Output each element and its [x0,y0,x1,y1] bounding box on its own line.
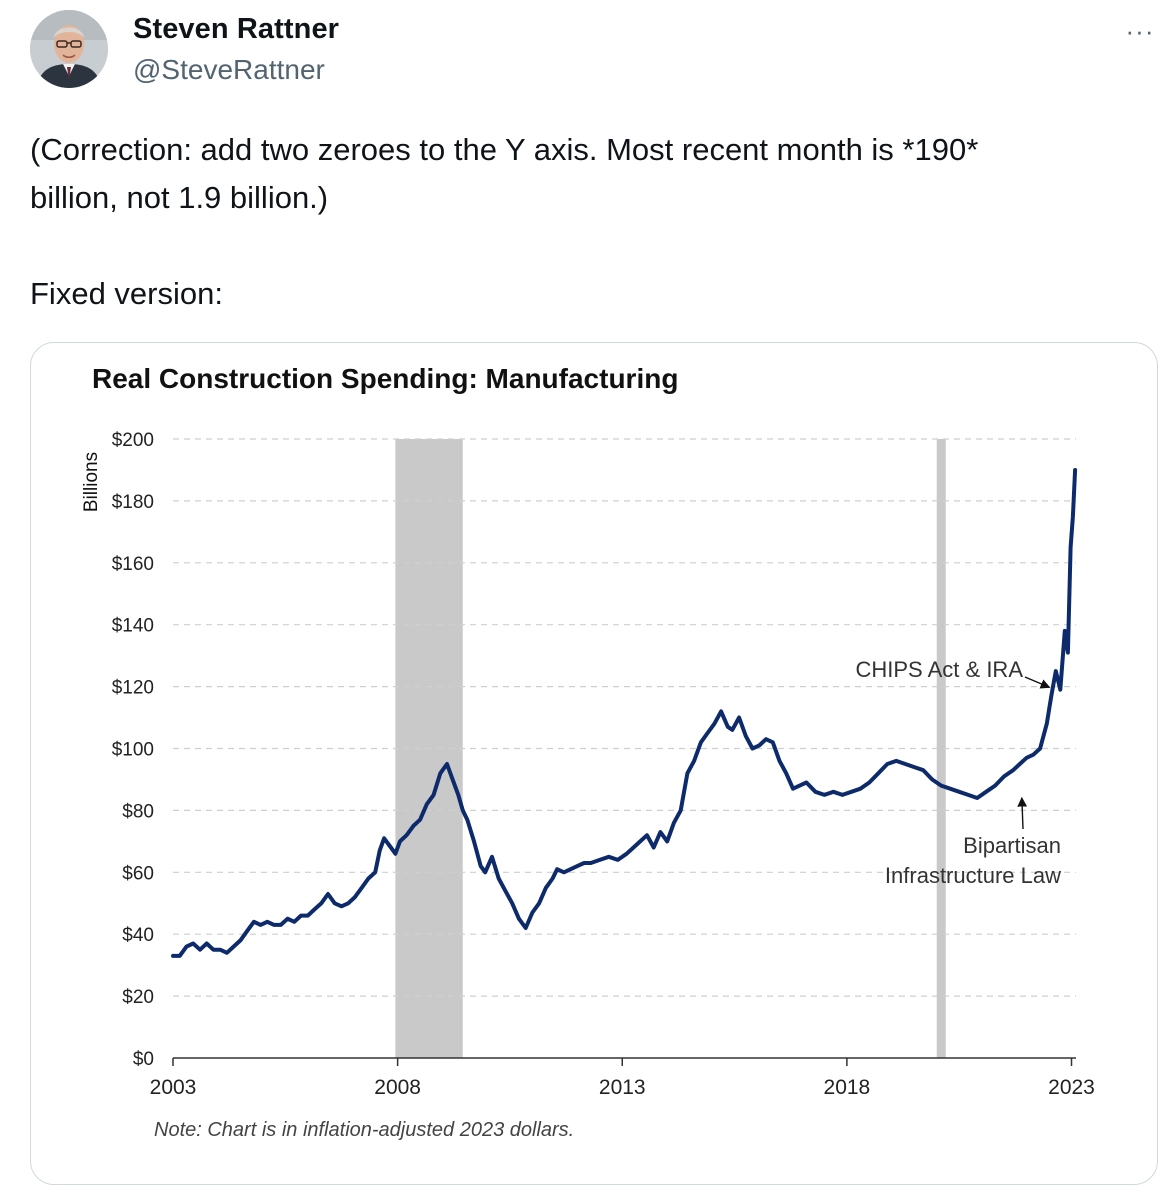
chart-title: Real Construction Spending: Manufacturin… [92,363,678,394]
x-axis: 2003 2008 2013 2018 2023 [150,1057,1095,1099]
y-tick-labels: $0 $20 $40 $60 $80 $100 $120 $140 $160 $180 $200 [112,430,154,1070]
gridlines [173,438,1076,997]
chart: Real Construction Spending: Manufacturin… [81,363,1095,1141]
tweet-text-line-2: billion, not 1.9 billion.) [30,180,329,215]
y-tick-label: $200 [112,430,154,451]
series-line-manufacturing [171,468,1078,958]
author-avatar[interactable] [30,10,108,88]
annotation-arrow-chips [1024,676,1051,689]
y-tick-label: $140 [112,616,154,637]
y-tick-label: $180 [112,492,154,513]
tweet-media-card[interactable]: Real Construction Spending: Manufacturin… [30,342,1158,1185]
y-tick-label: $20 [122,987,154,1008]
y-tick-label: $80 [122,801,154,822]
x-tick-label: 2018 [824,1076,871,1099]
annotation-infrastructure-law: Infrastructure Law [885,863,1061,888]
more-options-button[interactable]: ··· [1122,16,1158,46]
author-display-name[interactable]: Steven Rattner [133,13,340,45]
annotation-chips-act: CHIPS Act & IRA [856,657,1024,682]
x-tick-label: 2023 [1048,1076,1095,1099]
x-tick-label: 2013 [599,1076,646,1099]
chart-note: Note: Chart is in inflation-adjusted 202… [154,1119,574,1141]
tweet-text-line-1: (Correction: add two zeroes to the Y axi… [30,132,979,167]
x-tick-label: 2003 [150,1076,197,1099]
avatar-photo-icon [30,10,108,88]
y-tick-label: $160 [112,554,154,575]
y-tick-label: $40 [122,925,154,946]
y-axis-label: Billions [81,452,102,512]
tweet-text-line-3: Fixed version: [30,276,223,311]
y-tick-label: $0 [133,1049,154,1070]
ellipsis-icon: ··· [1125,15,1155,46]
y-tick-label: $120 [112,678,154,699]
tweet-text: (Correction: add two zeroes to the Y axi… [30,126,1140,318]
y-tick-label: $60 [122,863,154,884]
x-tick-label: 2008 [374,1076,421,1099]
annotation-bipartisan: Bipartisan [963,833,1061,858]
author-handle[interactable]: @SteveRattner [133,54,325,85]
tweet-header: Steven Rattner @SteveRattner ··· [0,0,1170,110]
annotation-arrow-infrastructure [1017,796,1028,830]
annotations: CHIPS Act & IRA Bipartisan Infrastructure … [856,657,1062,888]
y-tick-label: $100 [112,740,154,761]
recession-shade-2 [936,439,946,1058]
